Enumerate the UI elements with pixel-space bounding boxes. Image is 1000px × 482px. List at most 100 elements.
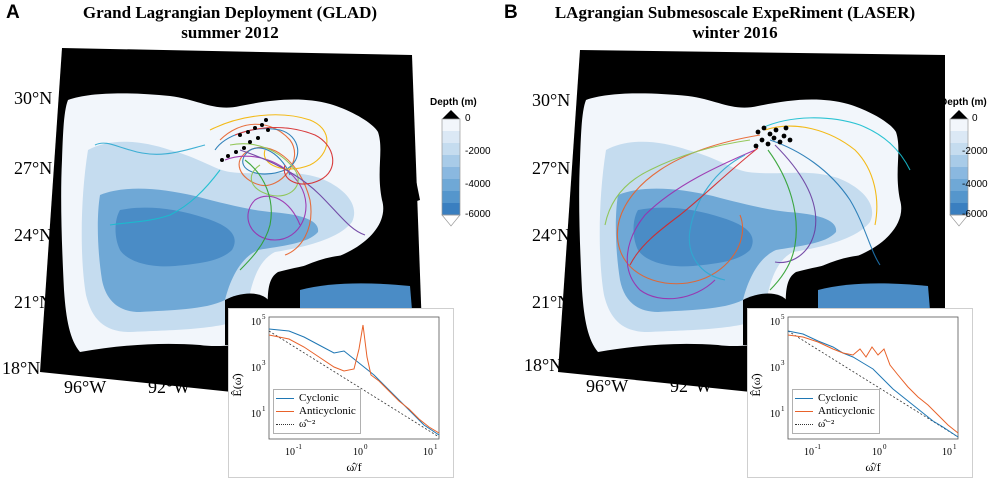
legend-swatch-cyclonic-b (795, 398, 813, 399)
inset-anticyclonic-line-b (787, 334, 959, 434)
panel-a-title: Grand Lagrangian Deployment (GLAD) summe… (20, 3, 440, 43)
legend-swatch-reference-b (795, 424, 813, 425)
drifter-trajectories (604, 117, 911, 300)
legend-row-reference-b: ω̂⁻² (795, 418, 875, 431)
legend-swatch-cyclonic-a (276, 398, 294, 399)
inset-xlabel-b: ω̂/f (865, 460, 880, 474)
inset-ylabel-a: Ê(ω̂) (230, 373, 244, 396)
inset-cyclonic-line-b (787, 330, 959, 438)
lat-label-27n-b: 27°N (532, 158, 571, 178)
colorbar-tick-2000-b: -2000 (962, 146, 988, 157)
florida (378, 110, 420, 205)
colorbar-tick-6000-b: -6000 (962, 209, 988, 220)
inset-anticyclonic-line-a (268, 324, 440, 434)
legend-label-anticyclonic-a: Anticyclonic (299, 405, 356, 417)
inset-xtick-1e0-a: 10 (353, 447, 363, 458)
caribbean-water (300, 283, 412, 312)
inset-cyclonic-line-a (268, 328, 440, 436)
colorbar-tick-4000-b: -4000 (962, 179, 988, 190)
release-points (220, 118, 270, 162)
lat-label-21n-b: 21°N (532, 292, 571, 312)
legend-label-cyclonic-b: Cyclonic (818, 392, 858, 404)
inset-legend-a: Cyclonic Anticyclonic ω̂⁻² (273, 389, 361, 434)
colorbar-tick-4000-a: -4000 (465, 179, 491, 190)
lat-label-30n-b: 30°N (532, 90, 571, 110)
panel-b-map (558, 50, 945, 412)
inset-xtick-1em1-a: 10 (285, 447, 295, 458)
inset-xtick-1e1-a: 10 (423, 447, 433, 458)
panel-a-title-line1: Grand Lagrangian Deployment (GLAD) (82, 3, 378, 22)
lat-label-30n-a: 30°N (14, 88, 53, 108)
legend-swatch-reference-a (276, 424, 294, 425)
spectrum-inset-a: Ê(ω̂) ω̂/f 10 5 10 3 10 1 10 -1 10 0 10 … (228, 308, 454, 478)
inset-ytick-1e3-a: 10 (251, 363, 261, 374)
lat-label-24n-b: 24°N (532, 225, 571, 245)
inset-ytick-1e1-b: 10 (770, 409, 780, 420)
lat-label-24n-a: 24°N (14, 225, 53, 245)
inset-ytick-1e5-exp-b: 5 (781, 313, 785, 321)
legend-row-cyclonic-a: Cyclonic (276, 392, 356, 405)
inset-ytick-1e5-exp-a: 5 (262, 313, 266, 321)
legend-row-reference-a: ω̂⁻² (276, 418, 356, 431)
inset-ytick-1e1-a: 10 (251, 409, 261, 420)
lon-label-92w-a: 92°W (148, 377, 191, 397)
spectrum-plot-b: Ê(ω̂) ω̂/f 10 5 10 3 10 1 10 -1 10 0 10 … (749, 313, 959, 474)
panel-b-title-line1: LAgrangian Submesoscale ExpeRiment (LASE… (554, 3, 916, 22)
spectrum-plot-a: Ê(ω̂) ω̂/f 10 5 10 3 10 1 10 -1 10 0 10 … (230, 313, 440, 474)
lon-label-96w-a: 96°W (64, 377, 107, 397)
inset-ytick-1e3-exp-b: 3 (781, 359, 785, 367)
inset-legend-b: Cyclonic Anticyclonic ω̂⁻² (792, 389, 880, 434)
lat-label-27n-a: 27°N (14, 158, 53, 178)
cuba (818, 254, 918, 277)
colorbar-title-a: Depth (m) (430, 97, 477, 108)
lon-label-92w-b: 92°W (670, 376, 713, 396)
legend-swatch-anticyclonic-a (276, 411, 294, 412)
colorbar-tick-0-b: 0 (972, 113, 978, 124)
panel-letter-a: A (6, 2, 20, 23)
inset-xtick-1e0-exp-b: 0 (883, 443, 887, 451)
inset-xtick-1e1-exp-a: 1 (434, 443, 438, 451)
inset-xlabel-a: ω̂/f (346, 460, 361, 474)
abyss-region (633, 207, 753, 267)
inset-reference-line-a (268, 330, 440, 438)
abyss-region (115, 207, 235, 267)
inset-ytick-1e3-b: 10 (770, 363, 780, 374)
lat-label-21n-a: 21°N (14, 292, 53, 312)
caribbean-water (818, 283, 930, 312)
inset-ytick-1e5-a: 10 (251, 317, 261, 328)
inset-ytick-1e3-exp-a: 3 (262, 359, 266, 367)
panel-a-title-line2: summer 2012 (181, 23, 279, 42)
inset-xtick-1e0-b: 10 (872, 447, 882, 458)
legend-label-reference-b: ω̂⁻² (818, 418, 835, 430)
lat-label-18n-a: 18°N (2, 358, 41, 378)
colorbar-b (949, 110, 969, 227)
inset-reference-line-b (787, 330, 959, 438)
inset-xtick-1e1-b: 10 (942, 447, 952, 458)
inset-xtick-1em1-exp-a: -1 (296, 443, 302, 451)
release-points (753, 125, 793, 149)
panel-b-title-line2: winter 2016 (692, 23, 778, 42)
legend-swatch-anticyclonic-b (795, 411, 813, 412)
legend-row-anticyclonic-b: Anticyclonic (795, 405, 875, 418)
lat-label-18n-b: 18°N (524, 355, 563, 375)
legend-label-cyclonic-a: Cyclonic (299, 392, 339, 404)
florida (896, 110, 938, 205)
inset-xtick-1em1-b: 10 (804, 447, 814, 458)
inset-xtick-1e1-exp-b: 1 (953, 443, 957, 451)
legend-row-cyclonic-b: Cyclonic (795, 392, 875, 405)
colorbar-tick-0-a: 0 (465, 113, 471, 124)
cuba (300, 254, 400, 277)
inset-xtick-1em1-exp-b: -1 (815, 443, 821, 451)
spectrum-inset-b: Ê(ω̂) ω̂/f 10 5 10 3 10 1 10 -1 10 0 10 … (747, 308, 973, 478)
inset-ylabel-b: Ê(ω̂) (749, 373, 763, 396)
colorbar-title-b: Depth (m) (940, 97, 987, 108)
panel-letter-b: B (504, 2, 518, 23)
legend-row-anticyclonic-a: Anticyclonic (276, 405, 356, 418)
legend-label-reference-a: ω̂⁻² (299, 418, 316, 430)
colorbar-a (441, 110, 461, 227)
inset-xtick-1e0-exp-a: 0 (364, 443, 368, 451)
legend-label-anticyclonic-b: Anticyclonic (818, 405, 875, 417)
inset-ytick-1e1-exp-a: 1 (262, 405, 266, 413)
colorbar-tick-2000-a: -2000 (465, 146, 491, 157)
inset-ytick-1e1-exp-b: 1 (781, 405, 785, 413)
